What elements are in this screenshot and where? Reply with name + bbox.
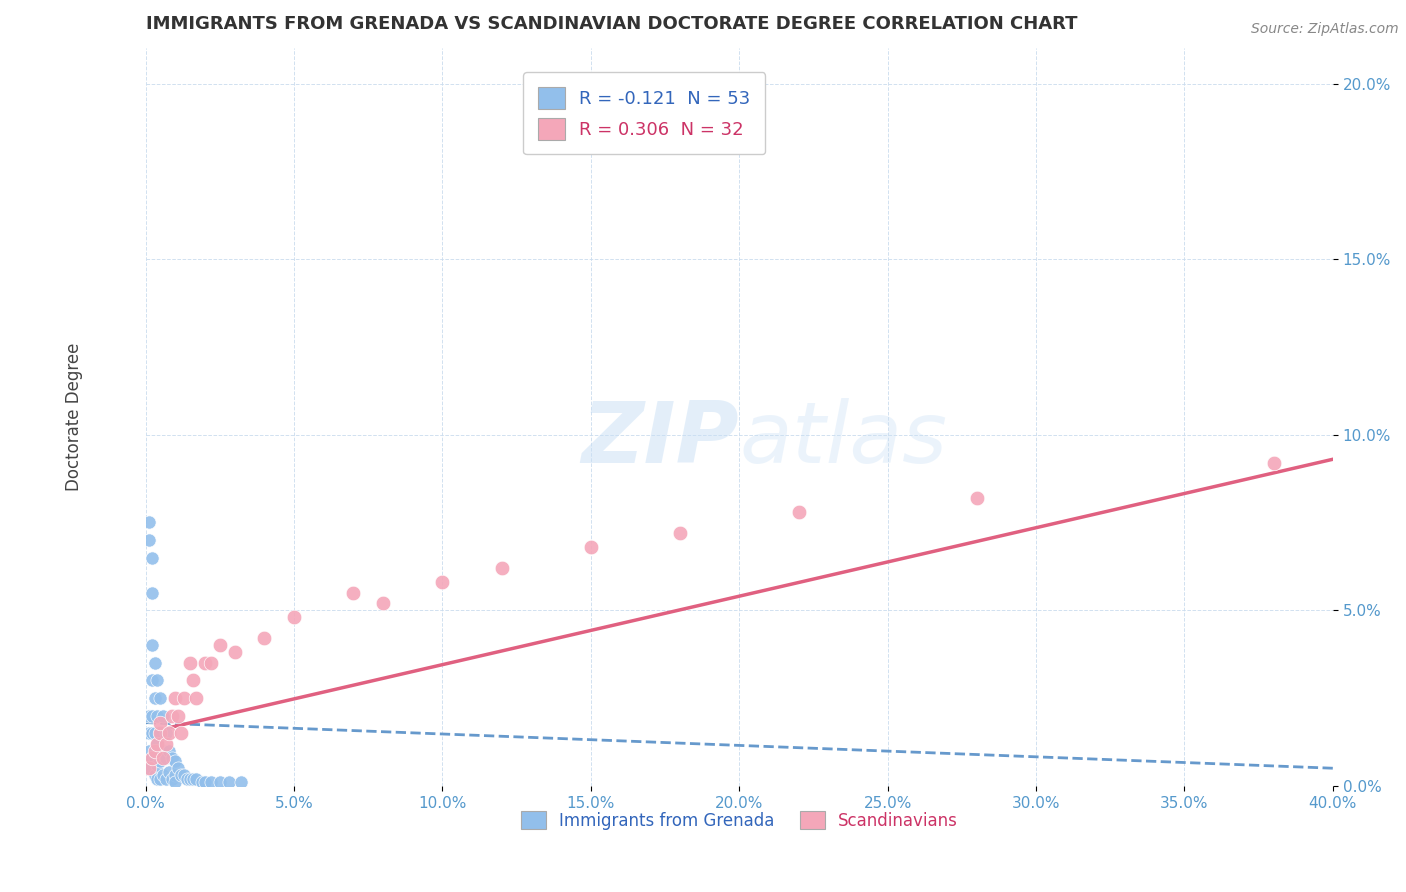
Point [152,768,174,782]
Point [200,656,222,670]
Point [138,516,160,530]
Point [138,726,160,740]
Point [224,645,246,659]
Point [191,775,214,789]
Point [208,775,231,789]
Point [157,726,180,740]
Point [138,761,160,775]
Point [149,715,172,730]
Point [149,754,172,768]
Point [157,744,180,758]
Point [141,750,163,764]
Point [181,673,204,688]
Point [141,726,163,740]
Point [167,708,190,723]
Point [149,726,172,740]
Point [200,775,222,789]
Point [146,737,169,751]
Point [152,708,174,723]
Point [283,610,305,624]
Text: IMMIGRANTS FROM GRENADA VS SCANDINAVIAN DOCTORATE DEGREE CORRELATION CHART: IMMIGRANTS FROM GRENADA VS SCANDINAVIAN … [146,15,1077,33]
Point [155,750,177,764]
Point [149,726,172,740]
Point [229,775,252,789]
Point [143,768,166,782]
Point [141,585,163,599]
Point [138,744,160,758]
Point [491,561,513,575]
Point [162,772,184,786]
Point [143,691,166,706]
Point [143,656,166,670]
Point [165,754,187,768]
Point [432,575,454,590]
Point [218,775,240,789]
Point [141,750,163,764]
Text: Source: ZipAtlas.com: Source: ZipAtlas.com [1251,22,1399,37]
Point [184,772,207,786]
Point [152,744,174,758]
Point [146,737,169,751]
Point [342,585,364,599]
Point [146,708,169,723]
Point [173,768,195,782]
Point [1263,456,1285,470]
Point [181,772,204,786]
Point [143,726,166,740]
Point [253,632,276,646]
Point [179,772,201,786]
Point [138,708,160,723]
Point [184,691,207,706]
Point [146,673,169,688]
Text: ZIP: ZIP [582,398,740,481]
Point [170,768,193,782]
Point [141,673,163,688]
Point [165,775,187,789]
Point [371,596,394,610]
Point [155,726,177,740]
Point [966,491,988,505]
Point [162,708,184,723]
Text: atlas: atlas [740,398,948,481]
Point [173,691,195,706]
Point [152,750,174,764]
Point [162,750,184,764]
Point [165,768,187,782]
Point [149,772,172,786]
Point [170,726,193,740]
Point [194,656,217,670]
Point [157,764,180,779]
Point [138,533,160,547]
Point [149,691,172,706]
Legend: Immigrants from Grenada, Scandinavians: Immigrants from Grenada, Scandinavians [515,805,965,837]
Point [176,772,198,786]
Point [165,691,187,706]
Point [146,772,169,786]
Point [167,761,190,775]
Point [155,772,177,786]
Point [141,550,163,565]
Point [146,757,169,772]
Point [579,540,602,554]
Point [787,505,810,519]
Point [143,744,166,758]
Point [141,638,163,652]
Point [143,750,166,764]
Point [194,775,217,789]
Text: Doctorate Degree: Doctorate Degree [66,343,83,491]
Point [155,737,177,751]
Point [138,761,160,775]
Point [141,708,163,723]
Point [669,526,692,541]
Point [208,638,231,652]
Point [179,656,201,670]
